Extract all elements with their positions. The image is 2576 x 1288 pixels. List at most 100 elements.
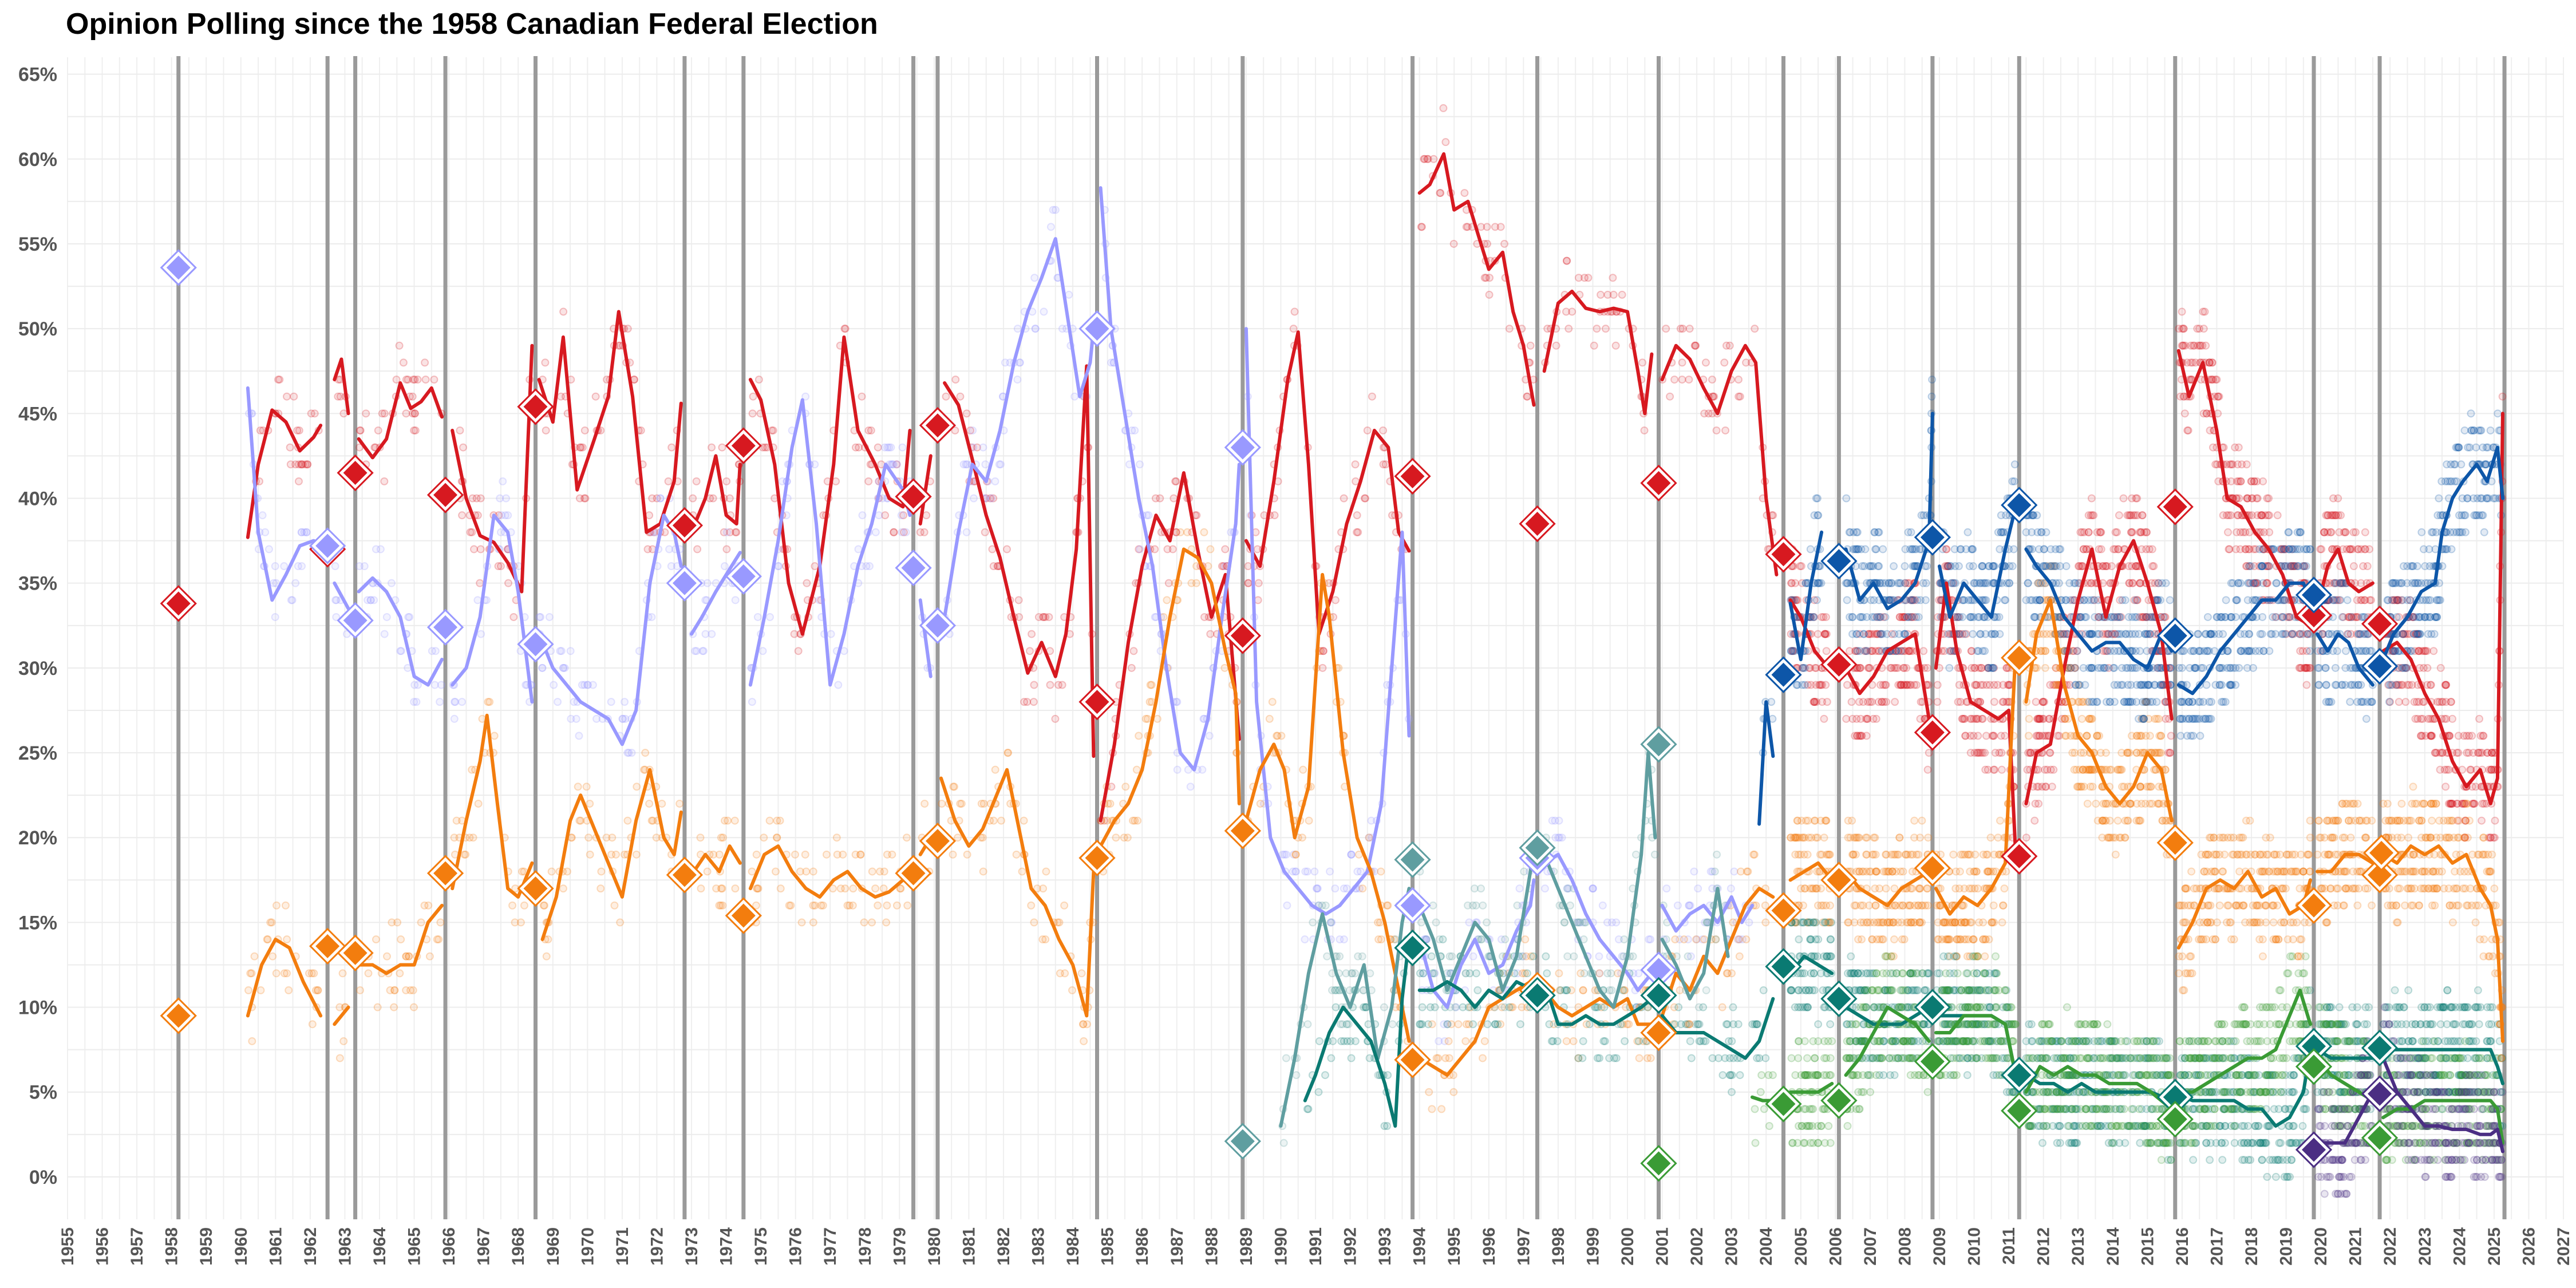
poll-point xyxy=(1460,189,1469,197)
poll-point xyxy=(1666,392,1674,401)
poll-point xyxy=(264,545,273,554)
poll-point xyxy=(1789,647,1797,655)
poll-point xyxy=(2431,749,2439,757)
poll-point xyxy=(1462,223,1471,231)
poll-point xyxy=(410,426,418,434)
poll-point xyxy=(890,528,898,536)
poll-point xyxy=(883,901,891,910)
poll-point xyxy=(616,918,625,927)
poll-point xyxy=(1990,698,1998,706)
poll-point xyxy=(1030,681,1038,689)
poll-point xyxy=(1505,325,1514,333)
poll-point xyxy=(1986,867,1995,876)
poll-point xyxy=(1164,579,1173,587)
poll-point xyxy=(1143,714,1152,723)
poll-point xyxy=(2099,562,2108,571)
poll-point xyxy=(902,528,910,536)
poll-point xyxy=(2474,901,2483,910)
poll-point xyxy=(295,426,303,434)
poll-point xyxy=(1574,274,1583,282)
poll-point xyxy=(2365,596,2374,605)
poll-point xyxy=(2354,545,2362,554)
poll-point xyxy=(1724,1037,1733,1045)
poll-point xyxy=(1810,698,1819,706)
poll-point xyxy=(840,325,849,333)
poll-point xyxy=(1483,918,1491,927)
poll-point xyxy=(1313,884,1321,893)
poll-point xyxy=(1735,952,1744,961)
poll-point xyxy=(841,325,850,333)
poll-point xyxy=(1135,460,1144,469)
poll-point xyxy=(892,901,901,910)
poll-point xyxy=(1955,681,1963,689)
poll-point xyxy=(2178,307,2186,316)
poll-point xyxy=(858,511,867,520)
poll-point xyxy=(575,494,584,503)
poll-point xyxy=(2448,918,2457,927)
poll-point xyxy=(476,545,485,554)
poll-point xyxy=(1881,681,1890,689)
poll-point xyxy=(1521,935,1530,944)
poll-point xyxy=(2431,901,2439,910)
poll-point xyxy=(1807,681,1815,689)
poll-point xyxy=(1910,833,1919,842)
poll-point xyxy=(1483,223,1491,231)
poll-point xyxy=(2397,799,2406,808)
poll-point xyxy=(797,918,806,927)
poll-point xyxy=(2023,765,2032,774)
poll-point xyxy=(2092,732,2101,740)
poll-point xyxy=(1321,1071,1329,1080)
poll-point xyxy=(2225,901,2233,910)
poll-point xyxy=(1381,460,1390,469)
poll-point xyxy=(2332,511,2340,520)
poll-point xyxy=(436,698,444,706)
poll-point xyxy=(1875,884,1884,893)
poll-point xyxy=(1505,1003,1514,1012)
poll-point xyxy=(1700,409,1709,418)
poll-point xyxy=(979,443,987,452)
poll-point xyxy=(1340,494,1348,503)
poll-point xyxy=(2062,732,2071,740)
poll-point xyxy=(1850,901,1859,910)
poll-point xyxy=(2078,528,2087,536)
poll-point xyxy=(962,409,971,418)
poll-point xyxy=(1361,494,1370,503)
poll-point xyxy=(1523,392,1531,401)
poll-point xyxy=(2107,562,2116,571)
poll-point xyxy=(2395,698,2403,706)
poll-point xyxy=(1020,698,1029,706)
poll-point xyxy=(1584,274,1593,282)
poll-point xyxy=(2455,816,2463,825)
poll-point xyxy=(1736,1071,1744,1080)
poll-point xyxy=(696,833,705,842)
poll-point xyxy=(2132,749,2141,757)
poll-point xyxy=(574,783,582,791)
poll-point xyxy=(730,816,739,825)
poll-point xyxy=(586,799,594,808)
poll-point xyxy=(2117,765,2126,774)
poll-point xyxy=(1822,816,1830,825)
poll-point xyxy=(2087,494,2096,503)
poll-point xyxy=(542,952,551,961)
poll-point xyxy=(2296,935,2304,944)
poll-point xyxy=(2468,732,2476,740)
poll-point xyxy=(1609,274,1617,282)
poll-point xyxy=(1491,223,1499,231)
poll-point xyxy=(1887,663,1896,672)
poll-point xyxy=(404,376,412,384)
poll-point xyxy=(2109,833,2117,842)
poll-point xyxy=(1485,274,1494,282)
poll-points xyxy=(244,104,2507,1198)
poll-point xyxy=(1714,1054,1723,1062)
poll-point xyxy=(2401,698,2410,706)
poll-point xyxy=(1710,392,1718,401)
poll-point xyxy=(1870,833,1878,842)
poll-point xyxy=(380,630,389,638)
poll-point xyxy=(995,460,1003,469)
poll-point xyxy=(1788,647,1797,655)
poll-point xyxy=(1691,341,1700,350)
poll-point xyxy=(1432,1054,1441,1062)
poll-point xyxy=(1821,630,1830,638)
poll-point xyxy=(969,494,978,503)
poll-point xyxy=(1342,1020,1351,1029)
